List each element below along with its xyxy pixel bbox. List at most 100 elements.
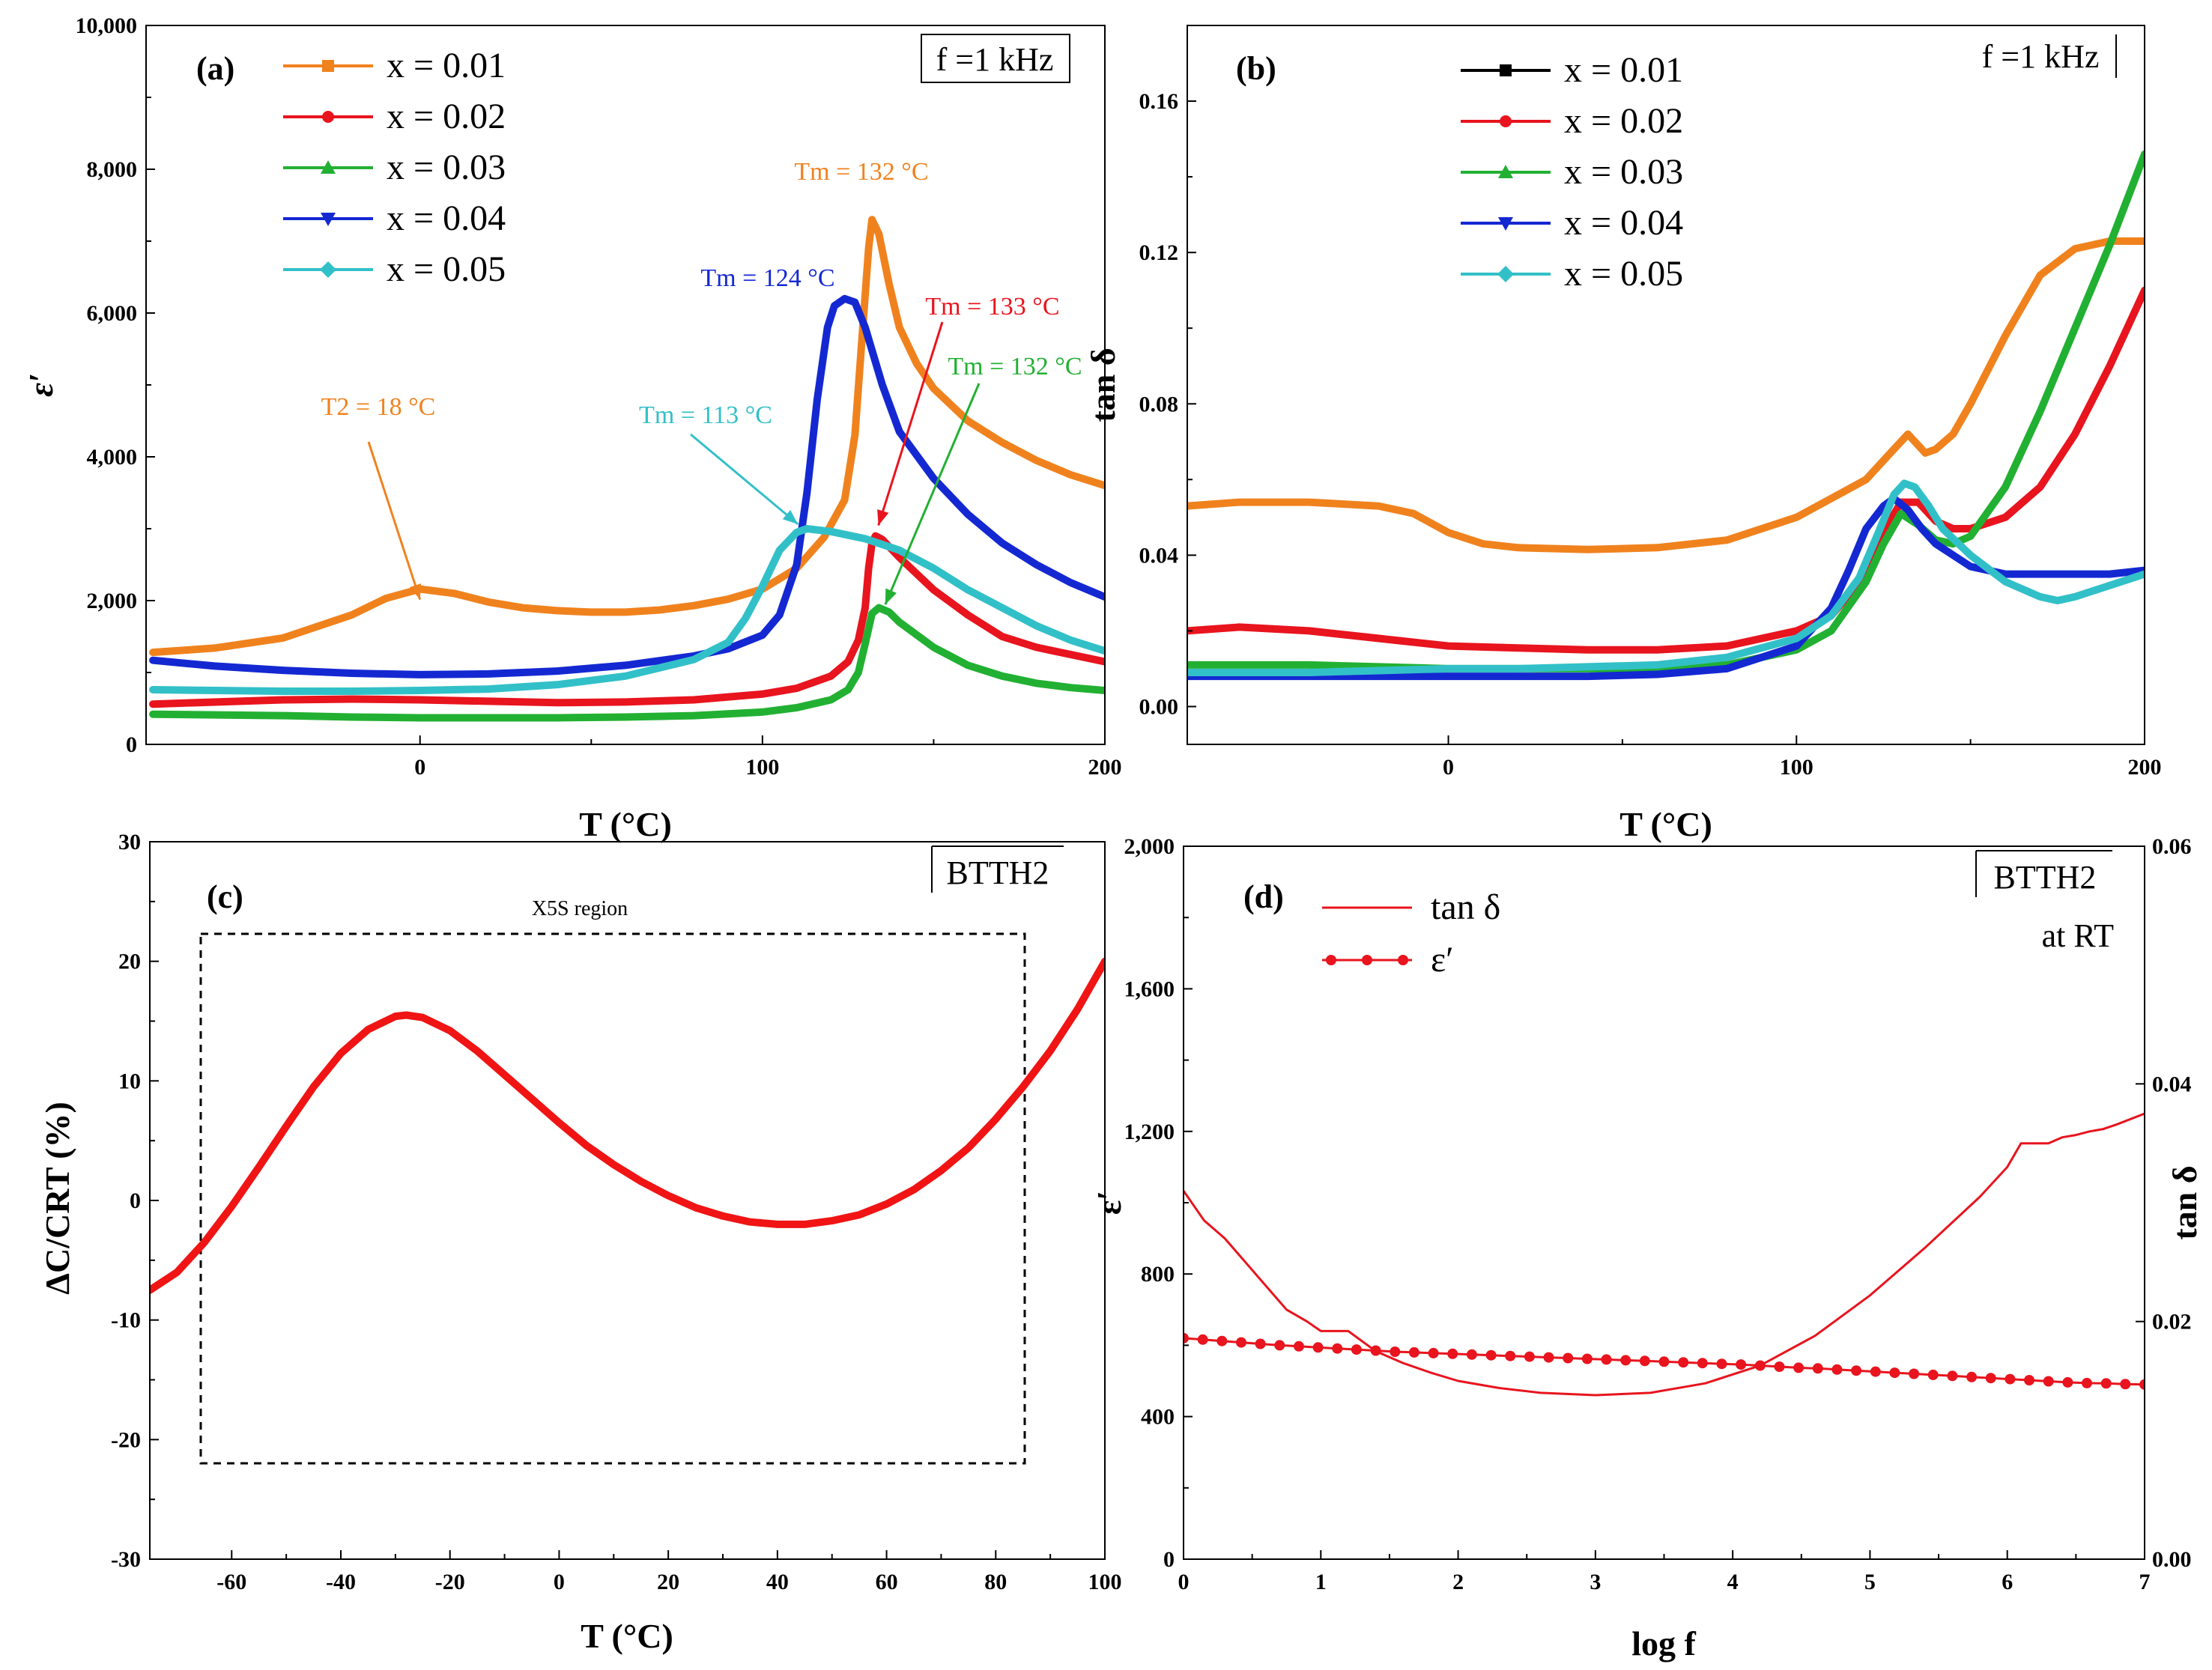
panel-c-sample-box: BTTH2 xyxy=(931,845,1064,893)
panel-d-data-point xyxy=(1563,1352,1574,1364)
panel-a-annotation-arrow xyxy=(690,433,799,526)
panel-d-legend-marker xyxy=(1398,955,1408,965)
panel-d-xtick-label: 6 xyxy=(2002,1570,2013,1594)
panel-a-series-line-4 xyxy=(149,294,1105,678)
panel-d-y2tick-label: 0.04 xyxy=(2152,1072,2192,1096)
panel-c-xtick-label: 0 xyxy=(554,1570,565,1594)
panel-a-annotation-arrowhead xyxy=(885,588,897,605)
panel-b-series-line-4 xyxy=(1187,494,2145,681)
panel-d-data-point xyxy=(2005,1373,2016,1385)
panel-a-legend-label: x = 0.03 xyxy=(387,148,506,187)
panel-a-annotation: Tm = 124 °C xyxy=(700,264,834,292)
panel-b-xtick-label: 200 xyxy=(2128,755,2162,780)
panel-c-ytick-label: 20 xyxy=(118,950,141,974)
panel-d-data-point xyxy=(1909,1368,1920,1379)
panel-a-ytick-label: 4,000 xyxy=(87,445,138,470)
panel-c-label: (c) xyxy=(207,878,243,915)
panel-b-legend-marker xyxy=(1500,115,1512,127)
panel-c-ytick-label: -10 xyxy=(111,1308,141,1333)
panel-b-legend-label: x = 0.02 xyxy=(1564,101,1683,141)
panel-d-data-point xyxy=(1581,1353,1593,1364)
panel-b-legend-marker xyxy=(1498,165,1513,178)
panel-d-data-point xyxy=(2024,1375,2034,1385)
panel-c-ytick-label: -20 xyxy=(111,1427,141,1452)
panel-b-freq-label: f =1 kHz xyxy=(1982,38,2100,75)
panel-b-legend-marker xyxy=(1498,217,1513,231)
panel-d-data-point xyxy=(1851,1365,1862,1376)
panel-d-y2tick-label: 0.00 xyxy=(2152,1547,2192,1572)
panel-d-data-point xyxy=(1485,1349,1497,1361)
panel-d-data-point xyxy=(1620,1355,1631,1366)
panel-a-ytick-label: 10,000 xyxy=(76,13,138,38)
panel-a-annotation-arrow xyxy=(884,383,981,605)
panel-c-ytick-label: 10 xyxy=(118,1069,141,1093)
panel-d-data-point xyxy=(2100,1378,2112,1389)
panel-d-sample-box: BTTH2 xyxy=(1975,850,2112,897)
panel-d-y2label: tan δ xyxy=(2166,1165,2204,1239)
panel-a-annotation-arrow xyxy=(367,441,422,601)
panel-a-xtick-label: 200 xyxy=(1088,755,1122,780)
panel-d-ylabel: ε′ xyxy=(1090,1191,1128,1215)
panel-d-data-point xyxy=(1716,1358,1727,1370)
panel-d-data-point xyxy=(1927,1369,1939,1380)
panel-a-xlabel: T (°C) xyxy=(579,805,672,843)
panel-b-legend-label: x = 0.01 xyxy=(1564,50,1683,90)
panel-c-xtick-label: 40 xyxy=(766,1570,789,1594)
panel-b-legend-label: x = 0.05 xyxy=(1564,254,1683,294)
panel-b-legend-marker xyxy=(1497,266,1514,282)
panel-d-xtick-label: 3 xyxy=(1590,1570,1601,1594)
panel-d-data-point xyxy=(1736,1359,1747,1370)
panel-d-data-point xyxy=(2139,1379,2145,1390)
panel-c-ytick-label: -30 xyxy=(111,1547,141,1572)
panel-a-ytick-label: 2,000 xyxy=(87,589,138,613)
panel-c-frame xyxy=(149,841,1106,1560)
panel-a-ytick-label: 8,000 xyxy=(87,157,138,182)
panel-a-ytick-label: 6,000 xyxy=(87,301,138,326)
panel-b-freq-box: f =1 kHz xyxy=(1982,34,2117,78)
panel-d-frame xyxy=(1183,845,2145,1560)
panel-a-freq-label: f =1 kHz xyxy=(936,41,1054,78)
panel-a-legend-label: x = 0.02 xyxy=(387,97,506,136)
panel-d-data-point xyxy=(2043,1376,2054,1387)
panel-d-legend-marker xyxy=(1362,955,1372,965)
panel-d-xtick-label: 7 xyxy=(2139,1570,2151,1594)
panel-d-data-point xyxy=(2062,1376,2073,1388)
panel-d-data-point xyxy=(1524,1351,1535,1362)
panel-a-annotation-arrow xyxy=(877,321,944,526)
panel-a-legend-marker xyxy=(322,60,334,72)
panel-d-data-point xyxy=(1793,1362,1805,1373)
panel-a-annotation-arrowhead xyxy=(409,583,422,600)
panel-d-data-point xyxy=(1197,1334,1208,1345)
panel-d-data-point xyxy=(1466,1349,1477,1360)
panel-b-legend-label: x = 0.04 xyxy=(1564,203,1683,243)
x5s-region xyxy=(199,932,1026,1465)
panel-a-annotation: Tm = 133 °C xyxy=(925,293,1059,321)
panel-d-data-point xyxy=(1236,1337,1246,1348)
panel-a-freq-box: f =1 kHz xyxy=(921,34,1070,83)
panel-c-xlabel: T (°C) xyxy=(581,1617,673,1655)
panel-a-series-line-5 xyxy=(149,525,1105,695)
panel-d-xtick-label: 2 xyxy=(1452,1570,1464,1594)
panel-d-data-point xyxy=(1639,1355,1650,1367)
panel-c-xtick-label: -40 xyxy=(326,1570,356,1594)
panel-b-legend-label: x = 0.03 xyxy=(1564,152,1683,192)
panel-b-ytick-label: 0.00 xyxy=(1139,694,1179,719)
panel-a-label: (a) xyxy=(196,50,234,87)
panel-a: 0 100 200 0 2,000 4,000 6,000 8,000 10,000 (a) f… xyxy=(22,13,1122,843)
panel-b: 0 100 200 0.00 0.04 0.08 0.12 0.16 (b) f =1 kHz… xyxy=(1084,25,2162,843)
panel-d-xlabel: log f xyxy=(1631,1624,1696,1663)
panel-a-legend-label: x = 0.04 xyxy=(387,198,506,238)
panel-a-ylabel: ε′ xyxy=(22,373,60,397)
panel-a-annotation: Tm = 113 °C xyxy=(639,401,772,429)
panel-d-data-point xyxy=(1947,1370,1958,1382)
panel-d-data-point xyxy=(1985,1373,1996,1384)
panel-d-ytick-label: 1,200 xyxy=(1124,1120,1175,1144)
panel-d-sample-label: BTTH2 xyxy=(1994,859,2097,896)
panel-d-ytick-label: 400 xyxy=(1141,1405,1175,1430)
panel-d-data-point xyxy=(1294,1340,1304,1352)
panel-b-xlabel: T (°C) xyxy=(1619,805,1712,843)
panel-c-xtick-label: -20 xyxy=(435,1570,465,1594)
panel-d-data-point xyxy=(1351,1344,1362,1355)
panel-d-xtick-label: 5 xyxy=(1864,1570,1876,1594)
